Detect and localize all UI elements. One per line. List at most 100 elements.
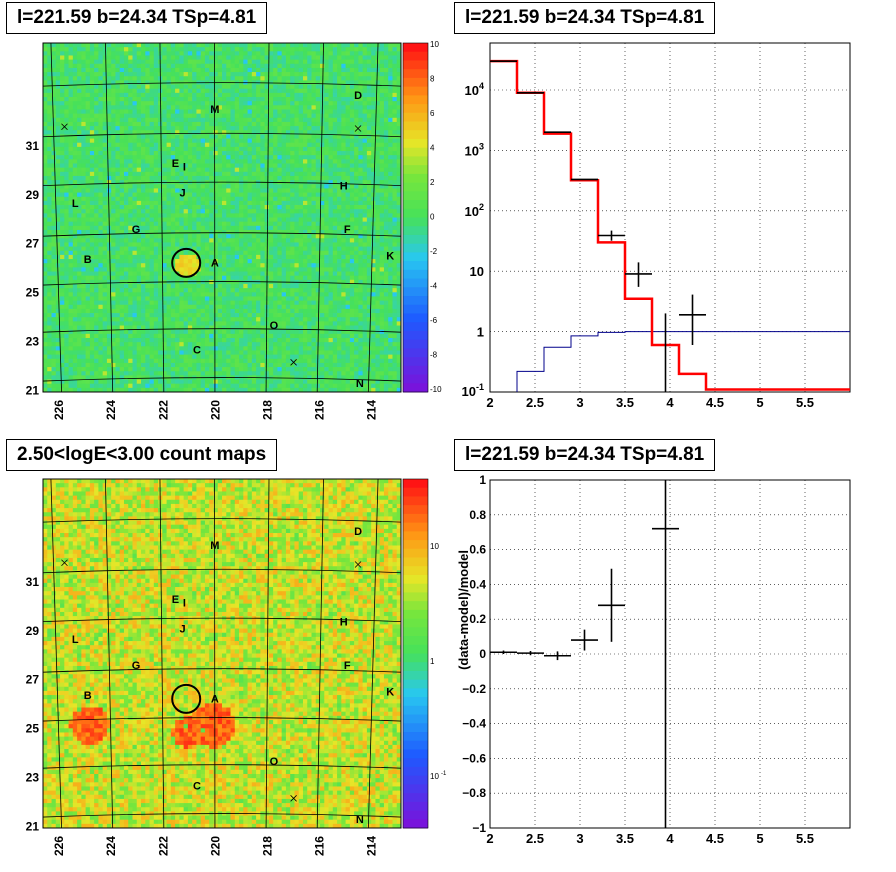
count-map-source-label: M [210,540,219,552]
ts-map-source-label: O [270,320,279,332]
count-map-source-label: K [386,686,394,698]
count-map-source-label: E [172,594,179,606]
ts-map-source-label: F [344,224,351,236]
residuals-y-tick-label: 0.2 [469,612,486,626]
count-map-source-label: D [354,526,362,538]
ts-colorbar-tick-label: 8 [430,75,435,84]
residuals-x-tick-label: 4.5 [706,831,724,846]
residuals-title: l=221.59 b=24.34 TSp=4.81 [454,439,716,471]
residuals-y-tick-label: 0.4 [469,577,486,591]
residuals-y-axis-label: (data-model)/model [456,550,471,670]
count-map-y-tick-label: 23 [26,770,40,784]
count-map-source-label: G [132,660,141,672]
residuals-x-tick-label: 3 [576,831,583,846]
count-map-source-label: L [72,634,79,646]
count-map-source-label: B [84,690,92,702]
residuals-data-point [490,650,517,654]
residuals-x-tick-label: 5.5 [796,831,814,846]
ts-map-title: l=221.59 b=24.34 TSp=4.81 [6,2,268,34]
count-map-source-label: O [270,756,279,768]
residuals-x-tick-label: 2.5 [526,831,544,846]
spectrum-grid [490,43,850,392]
count-map-x-tick-label: 226 [52,836,66,856]
ts-map-frame [42,42,402,393]
ts-map-source-label: G [132,224,141,236]
count-map-y-tick-label: 21 [26,819,40,833]
residuals-data-point [517,651,544,656]
residuals-x-tick-label: 4 [666,831,674,846]
count-map-source-label: N [356,814,364,826]
ts-map-source-label: K [386,250,394,262]
spectrum-y-tick-label: 10 [470,264,484,279]
count-map-y-tick-label: 31 [26,575,40,589]
residuals-data-point [652,480,679,828]
ts-map-marker [354,125,362,132]
count-map-source-label: H [340,617,348,629]
count-map-x-tick-label: 218 [260,836,274,856]
spectrum-x-tick-label: 5 [756,395,763,410]
ts-map-source-label: D [354,90,362,102]
count-map-source-label: A [211,693,219,705]
count-map-title: 2.50<logE<3.00 count maps [6,439,278,471]
count-map-marker [61,559,68,567]
ts-map-x-tick-label: 224 [104,400,118,420]
count-colorbar-tick-label: 10 [430,542,439,551]
count-map-x-tick-label: 224 [104,836,118,856]
residuals-y-tick-label: 0.8 [469,508,486,522]
ts-colorbar-tick-label: -4 [430,282,438,291]
count-map-marker [290,795,297,802]
ts-map-y-tick-label: 23 [26,334,40,348]
count-map-y-tick-label: 25 [26,722,40,736]
spectrum-data-point [598,230,625,241]
ts-map-source-label: A [211,257,219,269]
ts-map-cells [43,43,402,393]
residuals-y-tick-label: 1 [479,473,486,487]
residuals-y-tick-label: −1 [472,821,486,835]
ts-colorbar-tick-label: 0 [430,213,435,222]
count-map-x-tick-label: 214 [365,836,379,856]
ts-colorbar-tick-label: 2 [430,178,435,187]
count-map-frame [42,478,402,829]
count-colorbar-tick-label: 1 [430,657,435,666]
ts-colorbar-tick-label: 6 [430,109,435,118]
ts-map-source-label: J [180,188,186,200]
ts-map-y-tick-label: 25 [26,286,40,300]
count-map-coord-grid [42,478,402,829]
ts-map-source-label: N [356,378,364,390]
count-colorbar-exp: -1 [441,771,447,777]
spectrum-frame [489,42,851,393]
ts-map-coord-grid [42,42,402,393]
ts-map-marker [61,123,68,131]
count-map-source-label: F [344,660,351,672]
ts-map-y-tick-label: 27 [26,237,40,251]
residuals-y-tick-label: 0.6 [469,543,486,557]
ts-map-source-label: E [172,158,179,170]
spectrum-x-tick-label: 2 [486,395,493,410]
ts-map-y-tick-label: 31 [26,139,40,153]
ts-colorbar-tick-label: -6 [430,316,438,325]
residuals-grid [490,480,850,828]
spectrum-title: l=221.59 b=24.34 TSp=4.81 [454,2,716,34]
ts-map-x-tick-label: 226 [52,400,66,420]
ts-map-x-tick-label: 222 [156,400,170,420]
ts-map-x-tick-label: 220 [208,400,222,420]
ts-map-source-label: H [340,181,348,193]
count-map-source-label: C [193,781,201,793]
count-map-y-tick-label: 27 [26,673,40,687]
residuals-y-tick-label: 0 [479,647,486,661]
count-map-source-label: J [180,624,186,636]
residuals-x-tick-label: 3.5 [616,831,634,846]
spectrum-data-point [625,262,652,287]
spectrum-y-tick-label: 103 [465,141,484,158]
residuals-data-point [571,629,598,651]
ts-map-x-tick-label: 214 [365,400,379,420]
ts-map-source-label: I [183,161,186,173]
ts-map-source-label: L [72,198,79,210]
ts-map-y-tick-label: 29 [26,188,40,202]
spectrum-x-tick-label: 4 [666,395,674,410]
ts-map-x-tick-label: 216 [313,400,327,420]
spectrum-data-point [679,294,706,345]
spectrum-x-tick-label: 2.5 [526,395,544,410]
spectrum-x-tick-label: 4.5 [706,395,724,410]
residuals-y-tick-label: −0.6 [462,751,486,765]
